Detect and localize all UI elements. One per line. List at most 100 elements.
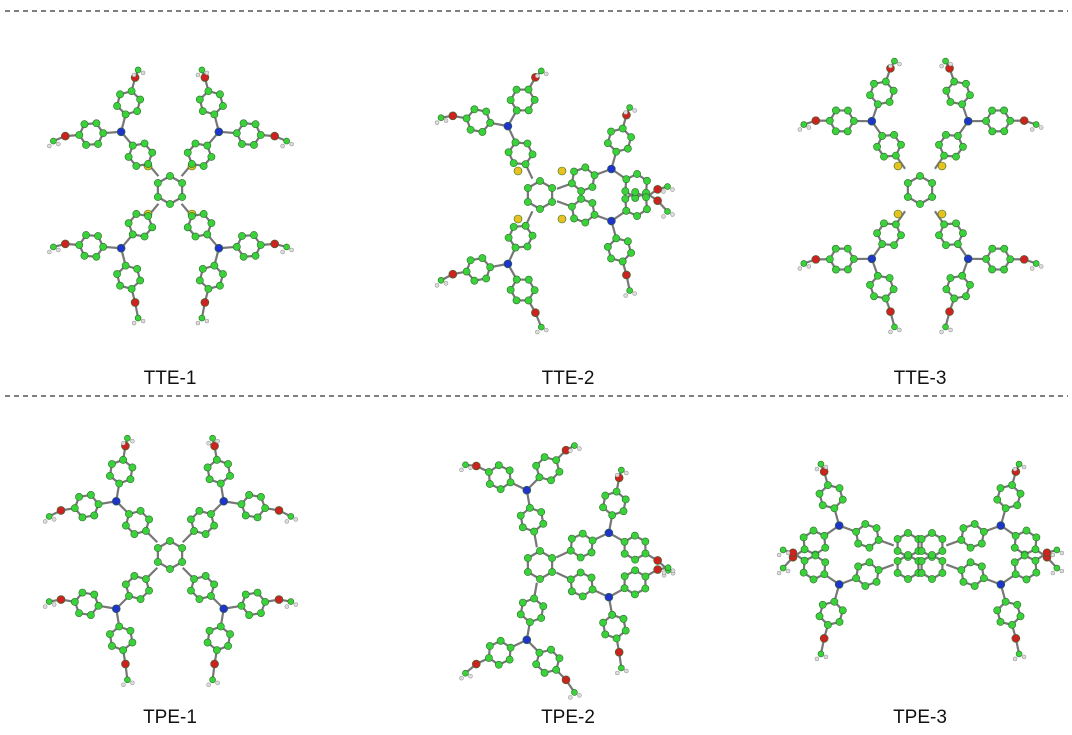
- atom: [124, 677, 130, 683]
- atom: [607, 128, 614, 135]
- atom: [82, 231, 89, 238]
- atom: [131, 298, 139, 306]
- atom: [1000, 107, 1007, 114]
- hydrogen: [662, 571, 666, 575]
- atom: [988, 107, 995, 114]
- molecule-label: TTE-1: [144, 368, 197, 389]
- atom: [928, 529, 935, 536]
- atom: [570, 168, 577, 175]
- atom: [204, 231, 211, 238]
- atom: [125, 510, 132, 517]
- molecule-label: TTE-2: [542, 368, 595, 389]
- atom: [125, 220, 132, 227]
- atom: [904, 551, 911, 558]
- atom: [226, 472, 233, 479]
- atom: [93, 120, 100, 127]
- atom: [549, 198, 556, 205]
- atom: [943, 87, 950, 94]
- atom: [208, 220, 215, 227]
- atom: [514, 215, 522, 223]
- atom: [1012, 634, 1020, 642]
- atom: [133, 210, 140, 217]
- atom: [536, 474, 543, 481]
- atom: [620, 615, 627, 622]
- hydrogen: [281, 144, 285, 148]
- atom: [1017, 490, 1024, 497]
- atom: [547, 477, 554, 484]
- atom: [997, 485, 1004, 492]
- atom: [257, 493, 264, 500]
- atom: [571, 443, 577, 449]
- atom: [438, 115, 444, 121]
- atom: [894, 569, 901, 576]
- hydrogen: [544, 72, 548, 76]
- atom: [826, 256, 833, 263]
- atom: [862, 582, 869, 589]
- atom: [1016, 651, 1022, 657]
- atom: [472, 462, 480, 470]
- atom: [79, 589, 86, 596]
- atom: [463, 115, 470, 122]
- atom: [619, 125, 626, 132]
- atom: [894, 547, 901, 554]
- atom: [91, 591, 98, 598]
- atom: [75, 609, 82, 616]
- hydrogen: [786, 569, 790, 573]
- hydrogen: [121, 683, 125, 687]
- hydrogen: [1013, 657, 1017, 661]
- atom: [201, 298, 209, 306]
- atom: [50, 244, 56, 250]
- atom: [95, 501, 102, 508]
- atom: [524, 140, 531, 147]
- atom: [939, 547, 946, 554]
- hydrogen: [624, 471, 628, 475]
- atom: [873, 230, 880, 237]
- atom: [989, 245, 996, 252]
- atom: [95, 602, 102, 609]
- hydrogen: [577, 693, 581, 697]
- atom: [533, 661, 540, 668]
- atom: [206, 627, 213, 634]
- atom: [918, 535, 925, 542]
- atom: [904, 193, 911, 200]
- atom: [517, 611, 524, 618]
- atom: [122, 581, 129, 588]
- atom: [553, 457, 560, 464]
- atom: [939, 557, 946, 564]
- atom: [947, 98, 954, 105]
- atom: [1016, 461, 1022, 467]
- atom: [623, 176, 630, 183]
- hydrogen: [47, 144, 51, 148]
- atom: [145, 587, 152, 594]
- atom: [137, 96, 144, 103]
- atom: [513, 86, 520, 93]
- atom: [207, 510, 214, 517]
- atom: [1007, 117, 1014, 124]
- atom: [179, 193, 186, 200]
- atom: [284, 244, 290, 250]
- hydrogen: [824, 655, 828, 659]
- atom: [780, 547, 786, 553]
- atom: [179, 179, 186, 186]
- atom: [549, 568, 556, 575]
- atom: [523, 636, 531, 644]
- atom: [100, 243, 107, 250]
- atom: [582, 164, 589, 171]
- atom: [874, 272, 881, 279]
- hydrogen: [897, 328, 901, 332]
- hydrogen: [1060, 569, 1064, 573]
- atom: [622, 496, 629, 503]
- atom: [1054, 547, 1060, 553]
- atom: [472, 660, 480, 668]
- atom: [50, 138, 56, 144]
- hydrogen: [290, 142, 294, 146]
- atom: [524, 243, 531, 250]
- atom: [536, 649, 543, 656]
- atom: [978, 563, 985, 570]
- atom: [935, 232, 942, 239]
- hydrogen: [207, 683, 211, 687]
- atom: [571, 689, 577, 695]
- atom: [531, 287, 538, 294]
- atom: [108, 642, 115, 649]
- atom: [538, 68, 544, 74]
